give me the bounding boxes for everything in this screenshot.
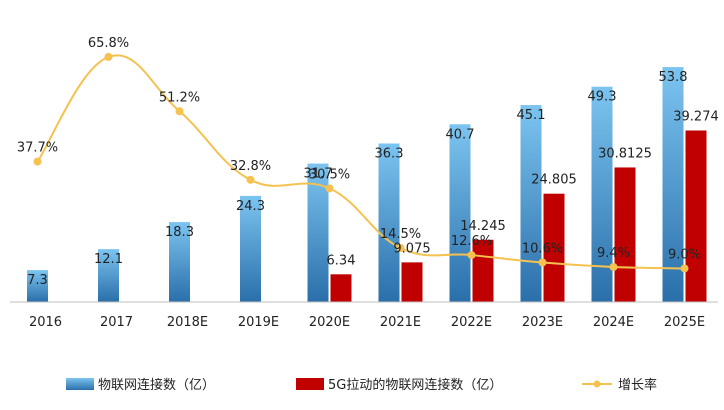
label-iot-2022E: 40.7 bbox=[446, 127, 475, 142]
bar-iot-2024E bbox=[591, 86, 613, 303]
growth-point-2024E bbox=[609, 262, 618, 271]
x-tick-2022E: 2022E bbox=[451, 315, 492, 330]
bar-5g-2022E bbox=[472, 239, 494, 302]
growth-label-2020E: 30.5% bbox=[309, 167, 350, 182]
label-iot-2021E: 36.3 bbox=[375, 146, 404, 161]
label-iot-2018E: 18.3 bbox=[165, 225, 194, 240]
legend-item-iot: 物联网连接数（亿） bbox=[66, 377, 215, 393]
growth-point-2022E bbox=[467, 251, 476, 260]
bar-iot-2023E bbox=[520, 105, 542, 303]
growth-point-2018E bbox=[175, 107, 184, 116]
bar-iot-2017 bbox=[98, 249, 119, 302]
x-tick-2025E: 2025E bbox=[664, 315, 705, 330]
legend-item-5g: 5G拉动的物联网连接数（亿） bbox=[296, 377, 502, 393]
x-tick-2020E: 2020E bbox=[309, 315, 350, 330]
label-5g-2020E: 6.34 bbox=[327, 253, 356, 268]
x-tick-2016: 2016 bbox=[29, 315, 62, 330]
legend-swatch-iot bbox=[66, 378, 94, 390]
growth-point-2019E bbox=[246, 175, 255, 184]
bars-layer bbox=[27, 67, 707, 303]
growth-label-2017: 65.8% bbox=[88, 36, 129, 51]
growth-label-2021E: 14.5% bbox=[380, 227, 421, 242]
bar-5g-2025E bbox=[685, 130, 707, 302]
label-iot-2023E: 45.1 bbox=[517, 108, 546, 123]
bar-iot-2019E bbox=[240, 195, 261, 302]
x-tick-2023E: 2023E bbox=[522, 315, 563, 330]
labels-layer: 7.3 12.1 18.3 24.3 31.7 6.34 36.3 9.075 40.7 14.2… bbox=[17, 36, 719, 288]
label-5g-2021E: 9.075 bbox=[393, 241, 430, 256]
legend: 物联网连接数（亿） 5G拉动的物联网连接数（亿） 增长率 bbox=[66, 377, 657, 393]
line-layer bbox=[33, 52, 689, 273]
growth-label-2019E: 32.8% bbox=[230, 159, 271, 174]
growth-point-2025E bbox=[680, 264, 689, 273]
growth-point-2017 bbox=[104, 52, 113, 61]
bar-iot-2016 bbox=[27, 270, 48, 302]
label-iot-2017: 12.1 bbox=[94, 252, 123, 267]
bar-iot-2025E bbox=[662, 67, 684, 302]
x-tick-2018E: 2018E bbox=[167, 315, 208, 330]
label-5g-2024E: 30.8125 bbox=[598, 146, 652, 161]
growth-label-2023E: 10.6% bbox=[522, 242, 563, 257]
x-tick-labels: 2016 2017 2018E 2019E 2020E 2021E 2022E 2023E 20… bbox=[29, 315, 705, 330]
legend-label-iot: 物联网连接数（亿） bbox=[98, 377, 215, 393]
legend-label-growth: 增长率 bbox=[618, 377, 657, 393]
label-iot-2020E: 31.7 bbox=[304, 167, 333, 182]
bar-5g-2020E bbox=[330, 274, 352, 302]
label-iot-2016: 7.3 bbox=[27, 273, 48, 288]
growth-label-2022E: 12.6% bbox=[451, 234, 492, 249]
bar-iot-2022E bbox=[449, 124, 471, 302]
label-5g-2025E: 39.274 bbox=[673, 110, 719, 125]
x-tick-2024E: 2024E bbox=[593, 315, 634, 330]
x-tick-2019E: 2019E bbox=[238, 315, 279, 330]
growth-label-2025E: 9.0% bbox=[668, 247, 701, 262]
label-iot-2025E: 53.8 bbox=[659, 70, 688, 85]
growth-label-2018E: 51.2% bbox=[159, 90, 200, 105]
x-tick-2021E: 2021E bbox=[380, 315, 421, 330]
bar-5g-2021E bbox=[401, 262, 423, 302]
bar-5g-2023E bbox=[543, 193, 565, 302]
label-5g-2022E: 14.245 bbox=[460, 219, 506, 234]
bar-iot-2018E bbox=[169, 222, 190, 302]
legend-marker-growth bbox=[593, 380, 601, 388]
growth-point-2016 bbox=[33, 157, 42, 166]
legend-item-growth: 增长率 bbox=[582, 377, 657, 393]
label-iot-2024E: 49.3 bbox=[588, 90, 617, 105]
legend-label-5g: 5G拉动的物联网连接数（亿） bbox=[328, 377, 502, 393]
growth-label-2016: 37.7% bbox=[17, 141, 58, 156]
bar-5g-2024E bbox=[614, 167, 636, 302]
label-5g-2023E: 24.805 bbox=[531, 173, 577, 188]
growth-line bbox=[36, 54, 685, 270]
growth-point-2023E bbox=[538, 258, 547, 267]
x-tick-2017: 2017 bbox=[100, 315, 133, 330]
bar-iot-2020E bbox=[307, 163, 329, 302]
legend-swatch-5g bbox=[296, 378, 324, 390]
growth-point-2020E bbox=[325, 184, 334, 193]
growth-point-2021E bbox=[396, 243, 405, 252]
label-iot-2019E: 24.3 bbox=[236, 199, 265, 214]
growth-label-2024E: 9.4% bbox=[597, 246, 630, 261]
bar-iot-2021E bbox=[378, 143, 400, 302]
